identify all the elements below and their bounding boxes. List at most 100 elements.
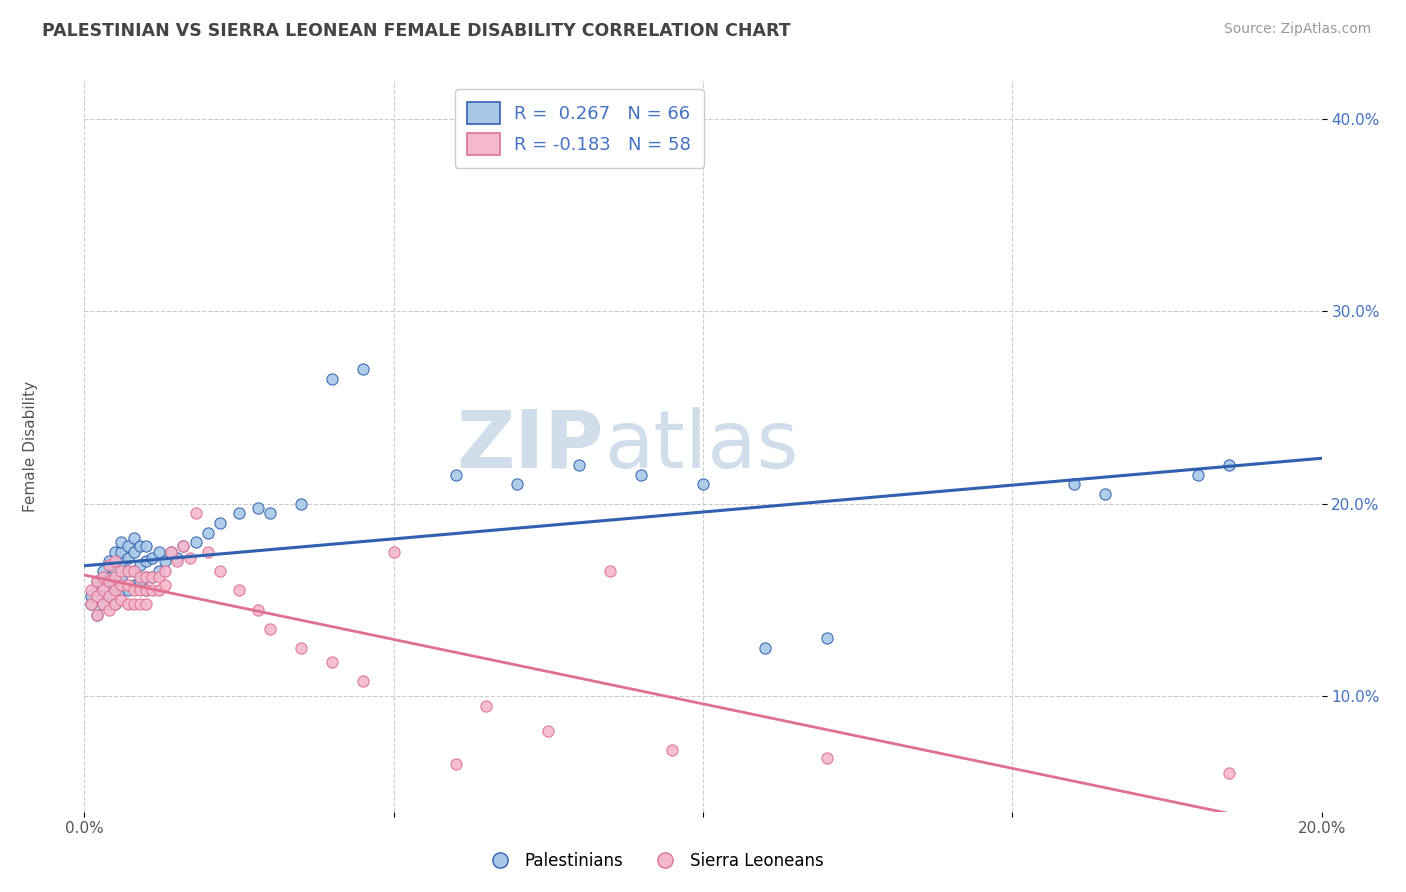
- Point: [86, 608, 108, 623]
- Point: [630, 467, 652, 482]
- Point: [537, 723, 560, 738]
- Point: [352, 673, 374, 688]
- Text: atlas: atlas: [605, 407, 799, 485]
- Point: [104, 570, 127, 584]
- Point: [135, 539, 157, 553]
- Text: Female Disability: Female Disability: [24, 380, 38, 512]
- Point: [141, 583, 163, 598]
- Point: [91, 577, 114, 591]
- Point: [135, 554, 157, 568]
- Point: [475, 698, 498, 713]
- Text: PALESTINIAN VS SIERRA LEONEAN FEMALE DISABILITY CORRELATION CHART: PALESTINIAN VS SIERRA LEONEAN FEMALE DIS…: [42, 22, 790, 40]
- Point: [98, 589, 121, 603]
- Point: [815, 632, 838, 646]
- Point: [259, 622, 281, 636]
- Point: [117, 564, 139, 578]
- Point: [197, 525, 219, 540]
- Point: [91, 589, 114, 603]
- Point: [148, 583, 170, 598]
- Point: [104, 577, 127, 591]
- Point: [122, 564, 145, 578]
- Point: [141, 570, 163, 584]
- Point: [122, 577, 145, 591]
- Point: [444, 467, 467, 482]
- Point: [141, 570, 163, 584]
- Point: [444, 756, 467, 771]
- Point: [141, 550, 163, 565]
- Point: [110, 545, 132, 559]
- Point: [184, 535, 207, 549]
- Point: [166, 554, 188, 568]
- Point: [228, 583, 250, 598]
- Point: [86, 608, 108, 623]
- Point: [382, 545, 405, 559]
- Point: [86, 574, 108, 588]
- Point: [246, 500, 269, 515]
- Point: [91, 570, 114, 584]
- Point: [98, 574, 121, 588]
- Point: [209, 516, 232, 530]
- Point: [104, 597, 127, 611]
- Point: [122, 545, 145, 559]
- Point: [135, 570, 157, 584]
- Point: [117, 564, 139, 578]
- Point: [1063, 477, 1085, 491]
- Point: [153, 564, 176, 578]
- Point: [506, 477, 529, 491]
- Point: [135, 597, 157, 611]
- Point: [110, 570, 132, 584]
- Point: [160, 545, 183, 559]
- Point: [148, 545, 170, 559]
- Point: [91, 564, 114, 578]
- Point: [117, 550, 139, 565]
- Point: [172, 539, 194, 553]
- Point: [290, 641, 312, 656]
- Point: [153, 554, 176, 568]
- Point: [91, 597, 114, 611]
- Point: [129, 558, 152, 573]
- Point: [98, 602, 121, 616]
- Point: [79, 583, 101, 598]
- Point: [1218, 458, 1240, 473]
- Point: [172, 539, 194, 553]
- Point: [122, 597, 145, 611]
- Point: [104, 554, 127, 568]
- Point: [321, 371, 343, 385]
- Point: [110, 593, 132, 607]
- Point: [98, 554, 121, 568]
- Point: [148, 570, 170, 584]
- Point: [135, 570, 157, 584]
- Point: [160, 545, 183, 559]
- Point: [104, 564, 127, 578]
- Point: [91, 583, 114, 598]
- Point: [321, 655, 343, 669]
- Point: [661, 743, 683, 757]
- Point: [91, 597, 114, 611]
- Point: [117, 577, 139, 591]
- Point: [1094, 487, 1116, 501]
- Point: [135, 583, 157, 598]
- Point: [79, 597, 101, 611]
- Point: [599, 564, 621, 578]
- Point: [209, 564, 232, 578]
- Text: Source: ZipAtlas.com: Source: ZipAtlas.com: [1223, 22, 1371, 37]
- Point: [122, 564, 145, 578]
- Point: [179, 550, 201, 565]
- Point: [129, 574, 152, 588]
- Point: [259, 507, 281, 521]
- Point: [104, 574, 127, 588]
- Point: [110, 535, 132, 549]
- Point: [122, 583, 145, 598]
- Point: [153, 577, 176, 591]
- Point: [98, 597, 121, 611]
- Point: [129, 539, 152, 553]
- Point: [135, 583, 157, 598]
- Point: [98, 570, 121, 584]
- Point: [86, 589, 108, 603]
- Point: [568, 458, 591, 473]
- Point: [1187, 467, 1209, 482]
- Point: [110, 583, 132, 598]
- Point: [79, 589, 101, 603]
- Point: [122, 532, 145, 546]
- Point: [129, 597, 152, 611]
